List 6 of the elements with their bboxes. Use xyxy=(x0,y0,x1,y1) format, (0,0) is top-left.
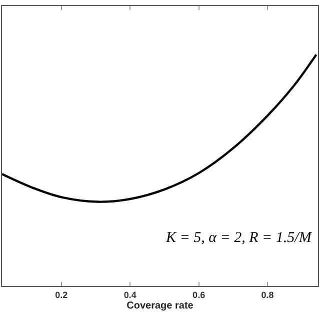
x-tick-label: 0.8 xyxy=(261,290,274,300)
x-tick-label: 0.2 xyxy=(55,290,68,300)
x-axis-title: Coverage rate xyxy=(126,300,194,312)
x-tick-label: 0.6 xyxy=(192,290,206,300)
annotation: K = 5, α = 2, R = 1.5/M xyxy=(165,230,313,246)
x-tick-label: 0.4 xyxy=(124,290,136,300)
